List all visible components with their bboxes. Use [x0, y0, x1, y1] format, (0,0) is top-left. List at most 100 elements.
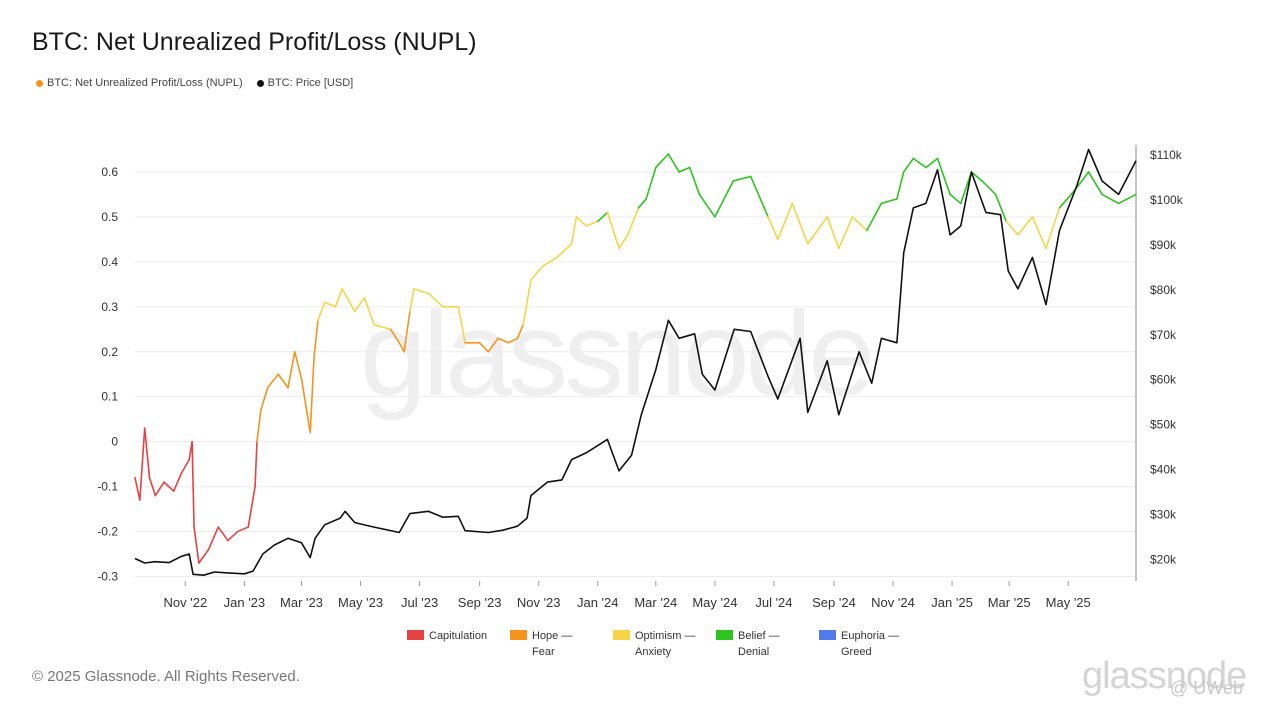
- nupl-segment: [323, 301, 337, 308]
- x-axis: Nov '22 Jan '23 Mar '23 May '23 Jul '23 Sep '…: [164, 581, 1091, 610]
- nupl-segment: [530, 265, 544, 281]
- y-right-tick-label: $30k: [1150, 508, 1177, 522]
- nupl-segment: [139, 427, 146, 501]
- user-watermark: @ UWeb: [1170, 678, 1243, 698]
- nupl-segment: [837, 216, 854, 250]
- y-left-tick-label: 0.6: [101, 165, 118, 179]
- nupl-segment: [606, 211, 620, 250]
- brand-watermark: glassnode: [1082, 655, 1247, 697]
- nupl-segment: [655, 153, 670, 169]
- nupl-segment: [1058, 189, 1076, 209]
- legend-item-price[interactable]: BTC: Price [USD]: [256, 77, 353, 89]
- y-axis-left: 0.6 0.5 0.4 0.3 0.2 0.1 0 -0.1 -0.2 -0.3: [97, 165, 118, 584]
- nupl-segment: [163, 481, 175, 492]
- legend-item-nupl[interactable]: BTC: Net Unrealized Profit/Loss (NUPL): [36, 77, 243, 89]
- chart-title: BTC: Net Unrealized Profit/Loss (NUPL): [32, 28, 477, 56]
- nupl-segment: [880, 198, 898, 205]
- y-left-tick-label: 0.4: [101, 255, 118, 269]
- nupl-segment: [1117, 193, 1137, 205]
- zone-euphoria-greed[interactable]: Euphoria — Greed: [819, 628, 922, 660]
- nupl-segment: [618, 234, 629, 250]
- y-axis-right: $110k $100k $90k $80k $70k $60k $50k $40k $30k $2…: [1135, 145, 1184, 581]
- nupl-segment: [714, 180, 735, 218]
- nupl-segment: [912, 157, 927, 169]
- nupl-segment: [981, 180, 997, 196]
- nupl-segment: [936, 157, 951, 196]
- nupl-segment: [207, 526, 220, 551]
- price-line: [134, 148, 1137, 576]
- y-right-tick-label: $110k: [1150, 148, 1183, 162]
- copyright-notice: © 2025 Glassnode. All Rights Reserved.: [32, 668, 300, 685]
- nupl-segment: [193, 526, 200, 564]
- nupl-segment: [487, 337, 499, 353]
- price-series: [134, 148, 1137, 576]
- y-left-tick-label: 0.5: [101, 210, 118, 224]
- nupl-segment: [667, 153, 680, 173]
- y-left-tick-label: 0.2: [101, 345, 118, 359]
- y-right-tick-label: $40k: [1150, 463, 1177, 477]
- zone-optimism-anxiety[interactable]: Optimism — Anxiety: [613, 628, 716, 660]
- nupl-segment: [807, 216, 828, 245]
- zone-capitulation[interactable]: Capitulation: [407, 628, 510, 660]
- nupl-segment: [570, 216, 578, 245]
- nupl-segment: [217, 526, 229, 542]
- nupl-segment: [313, 319, 319, 358]
- nupl-segment: [341, 288, 356, 313]
- y-left-tick-label: 0.1: [101, 390, 118, 404]
- nupl-segment: [247, 485, 256, 528]
- nupl-segment: [373, 323, 392, 331]
- x-tick-label: Nov '22: [164, 595, 208, 610]
- nupl-segment: [522, 279, 532, 326]
- nupl-segment: [300, 377, 312, 434]
- nupl-segment: [645, 166, 657, 200]
- nupl-segment: [1087, 171, 1103, 196]
- nupl-segment: [556, 243, 573, 259]
- zone-label-hope-fear: Hope — Fear: [532, 630, 573, 658]
- x-tick-label: Mar '23: [280, 595, 323, 610]
- zone-belief-denial[interactable]: Belief — Denial: [716, 628, 819, 660]
- nupl-segment: [866, 202, 883, 232]
- nupl-segment: [826, 216, 840, 250]
- x-tick-label: May '24: [692, 595, 737, 610]
- nupl-segment: [902, 157, 915, 173]
- nupl-segment: [478, 341, 490, 353]
- nupl-series: [134, 153, 1137, 564]
- nupl-segment: [403, 310, 411, 353]
- y-left-tick-label: 0: [111, 435, 118, 449]
- nupl-segment: [353, 297, 366, 313]
- zone-swatch-optimism-anxiety: [613, 630, 630, 640]
- series-legend: BTC: Net Unrealized Profit/Loss (NUPL) B…: [36, 77, 353, 89]
- nupl-segment: [994, 193, 1008, 223]
- nupl-segment: [277, 373, 289, 389]
- legend-label-nupl: BTC: Net Unrealized Profit/Loss (NUPL): [47, 77, 243, 89]
- chart-watermark: glassnode: [360, 287, 871, 421]
- y-right-tick-label: $50k: [1150, 418, 1177, 432]
- nupl-segment: [541, 256, 558, 268]
- x-tick-label: May '23: [338, 595, 383, 610]
- nupl-segment: [896, 171, 905, 200]
- x-tick-label: Nov '23: [517, 595, 561, 610]
- nupl-segment: [191, 440, 195, 528]
- nupl-segment: [198, 548, 210, 564]
- x-tick-label: Jan '24: [577, 595, 619, 610]
- x-tick-label: Sep '24: [812, 595, 856, 610]
- legend-dot-nupl: [36, 79, 43, 87]
- zone-label-euphoria-greed: Euphoria — Greed: [841, 630, 900, 658]
- y-left-tick-label: -0.1: [97, 480, 118, 494]
- nupl-segment: [516, 323, 525, 340]
- nupl-segment: [317, 301, 326, 322]
- nupl-segment: [688, 166, 701, 196]
- nupl-segment: [791, 202, 809, 245]
- nupl-segment: [154, 481, 165, 497]
- nupl-segment: [293, 350, 303, 380]
- nupl-segment: [172, 472, 183, 492]
- nupl-segment: [767, 216, 779, 241]
- nupl-segment: [585, 220, 599, 227]
- nupl-segment: [637, 198, 647, 209]
- y-left-tick-label: 0.3: [101, 300, 118, 314]
- x-tick-label: May '25: [1046, 595, 1091, 610]
- nupl-segment: [398, 341, 405, 353]
- zone-hope-fear[interactable]: Hope — Fear: [510, 628, 613, 660]
- nupl-segment: [457, 306, 466, 344]
